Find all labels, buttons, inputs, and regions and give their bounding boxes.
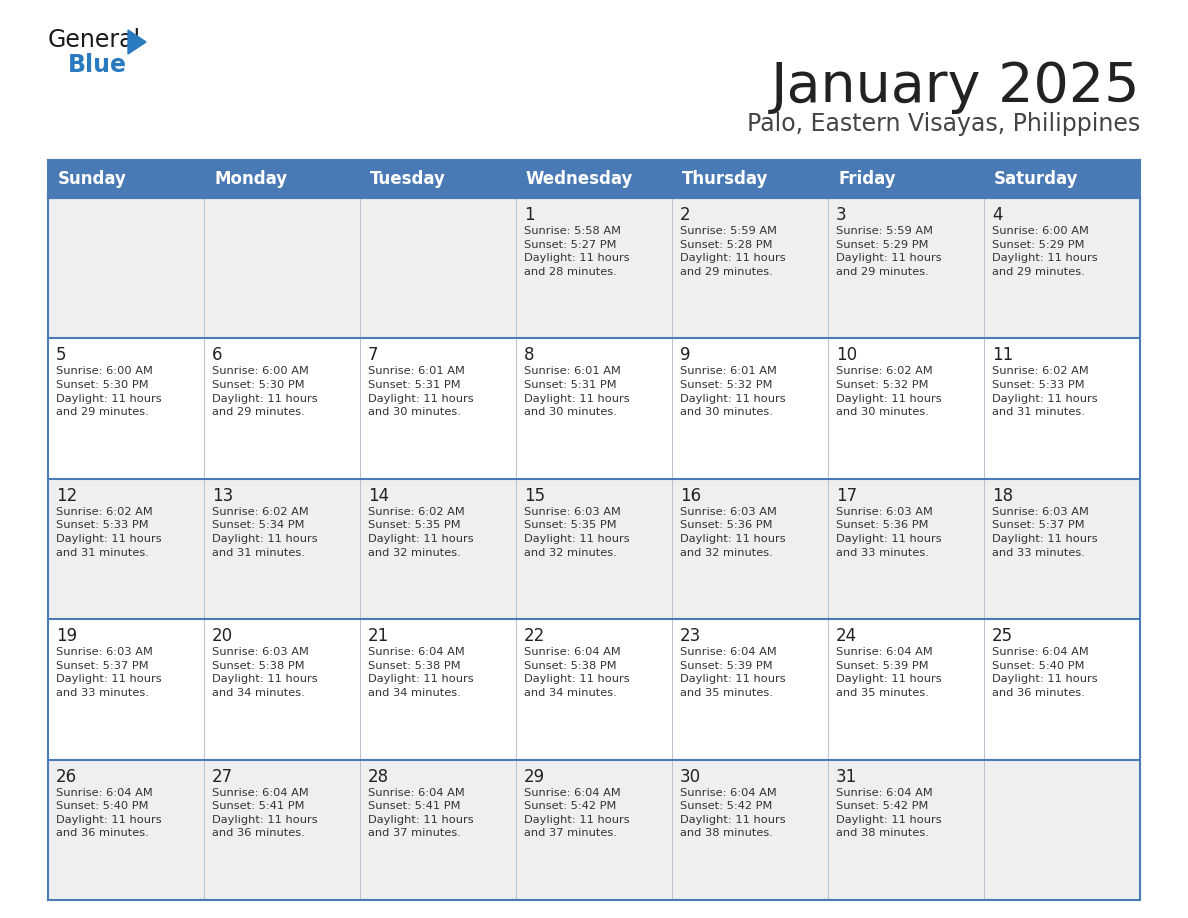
Text: 1: 1 (524, 206, 535, 224)
Text: 22: 22 (524, 627, 545, 645)
Text: Sunrise: 6:04 AM
Sunset: 5:42 PM
Daylight: 11 hours
and 38 minutes.: Sunrise: 6:04 AM Sunset: 5:42 PM Dayligh… (836, 788, 942, 838)
Text: 12: 12 (56, 487, 77, 505)
Text: Saturday: Saturday (994, 170, 1079, 188)
Bar (48, 198, 1140, 339)
Text: Sunrise: 6:01 AM
Sunset: 5:32 PM
Daylight: 11 hours
and 30 minutes.: Sunrise: 6:01 AM Sunset: 5:32 PM Dayligh… (680, 366, 785, 417)
Text: Sunrise: 6:04 AM
Sunset: 5:38 PM
Daylight: 11 hours
and 34 minutes.: Sunrise: 6:04 AM Sunset: 5:38 PM Dayligh… (524, 647, 630, 698)
Text: Sunrise: 6:03 AM
Sunset: 5:36 PM
Daylight: 11 hours
and 32 minutes.: Sunrise: 6:03 AM Sunset: 5:36 PM Dayligh… (680, 507, 785, 557)
Text: Sunrise: 5:59 AM
Sunset: 5:29 PM
Daylight: 11 hours
and 29 minutes.: Sunrise: 5:59 AM Sunset: 5:29 PM Dayligh… (836, 226, 942, 277)
Text: Sunrise: 5:58 AM
Sunset: 5:27 PM
Daylight: 11 hours
and 28 minutes.: Sunrise: 5:58 AM Sunset: 5:27 PM Dayligh… (524, 226, 630, 277)
Text: Sunrise: 6:04 AM
Sunset: 5:39 PM
Daylight: 11 hours
and 35 minutes.: Sunrise: 6:04 AM Sunset: 5:39 PM Dayligh… (680, 647, 785, 698)
Text: 29: 29 (524, 767, 545, 786)
Bar (48, 620, 1140, 759)
Text: Sunrise: 6:01 AM
Sunset: 5:31 PM
Daylight: 11 hours
and 30 minutes.: Sunrise: 6:01 AM Sunset: 5:31 PM Dayligh… (524, 366, 630, 417)
Text: 2: 2 (680, 206, 690, 224)
Text: Thursday: Thursday (682, 170, 769, 188)
Text: Sunrise: 6:02 AM
Sunset: 5:35 PM
Daylight: 11 hours
and 32 minutes.: Sunrise: 6:02 AM Sunset: 5:35 PM Dayligh… (368, 507, 474, 557)
Text: Sunrise: 6:04 AM
Sunset: 5:42 PM
Daylight: 11 hours
and 37 minutes.: Sunrise: 6:04 AM Sunset: 5:42 PM Dayligh… (524, 788, 630, 838)
Text: 18: 18 (992, 487, 1013, 505)
Bar (48, 479, 1140, 620)
Text: 4: 4 (992, 206, 1003, 224)
Text: Sunrise: 6:04 AM
Sunset: 5:41 PM
Daylight: 11 hours
and 36 minutes.: Sunrise: 6:04 AM Sunset: 5:41 PM Dayligh… (211, 788, 317, 838)
Text: 10: 10 (836, 346, 857, 364)
Text: 3: 3 (836, 206, 847, 224)
Text: 17: 17 (836, 487, 857, 505)
Text: 20: 20 (211, 627, 233, 645)
Bar (48, 339, 1140, 479)
Text: 23: 23 (680, 627, 701, 645)
Text: Sunrise: 6:04 AM
Sunset: 5:41 PM
Daylight: 11 hours
and 37 minutes.: Sunrise: 6:04 AM Sunset: 5:41 PM Dayligh… (368, 788, 474, 838)
Text: 9: 9 (680, 346, 690, 364)
Text: Palo, Eastern Visayas, Philippines: Palo, Eastern Visayas, Philippines (747, 112, 1140, 136)
Text: Sunrise: 6:03 AM
Sunset: 5:38 PM
Daylight: 11 hours
and 34 minutes.: Sunrise: 6:03 AM Sunset: 5:38 PM Dayligh… (211, 647, 317, 698)
Text: Sunrise: 6:04 AM
Sunset: 5:40 PM
Daylight: 11 hours
and 36 minutes.: Sunrise: 6:04 AM Sunset: 5:40 PM Dayligh… (992, 647, 1098, 698)
Text: 30: 30 (680, 767, 701, 786)
Text: Sunrise: 5:59 AM
Sunset: 5:28 PM
Daylight: 11 hours
and 29 minutes.: Sunrise: 5:59 AM Sunset: 5:28 PM Dayligh… (680, 226, 785, 277)
Bar (516, 160, 672, 198)
Text: Sunrise: 6:04 AM
Sunset: 5:40 PM
Daylight: 11 hours
and 36 minutes.: Sunrise: 6:04 AM Sunset: 5:40 PM Dayligh… (56, 788, 162, 838)
Text: 25: 25 (992, 627, 1013, 645)
Text: Sunrise: 6:01 AM
Sunset: 5:31 PM
Daylight: 11 hours
and 30 minutes.: Sunrise: 6:01 AM Sunset: 5:31 PM Dayligh… (368, 366, 474, 417)
Text: 5: 5 (56, 346, 67, 364)
Text: January 2025: January 2025 (771, 60, 1140, 114)
Text: 11: 11 (992, 346, 1013, 364)
Text: Sunrise: 6:04 AM
Sunset: 5:42 PM
Daylight: 11 hours
and 38 minutes.: Sunrise: 6:04 AM Sunset: 5:42 PM Dayligh… (680, 788, 785, 838)
Bar (984, 160, 1140, 198)
Text: Monday: Monday (214, 170, 287, 188)
Text: Friday: Friday (838, 170, 896, 188)
Text: Sunrise: 6:03 AM
Sunset: 5:36 PM
Daylight: 11 hours
and 33 minutes.: Sunrise: 6:03 AM Sunset: 5:36 PM Dayligh… (836, 507, 942, 557)
Text: 14: 14 (368, 487, 390, 505)
Text: 26: 26 (56, 767, 77, 786)
Text: Sunrise: 6:00 AM
Sunset: 5:30 PM
Daylight: 11 hours
and 29 minutes.: Sunrise: 6:00 AM Sunset: 5:30 PM Dayligh… (211, 366, 317, 417)
Text: 21: 21 (368, 627, 390, 645)
Text: 13: 13 (211, 487, 233, 505)
Text: General: General (48, 28, 141, 52)
Text: Sunrise: 6:04 AM
Sunset: 5:38 PM
Daylight: 11 hours
and 34 minutes.: Sunrise: 6:04 AM Sunset: 5:38 PM Dayligh… (368, 647, 474, 698)
Bar (828, 160, 984, 198)
Text: Sunrise: 6:02 AM
Sunset: 5:34 PM
Daylight: 11 hours
and 31 minutes.: Sunrise: 6:02 AM Sunset: 5:34 PM Dayligh… (211, 507, 317, 557)
Text: Sunrise: 6:00 AM
Sunset: 5:30 PM
Daylight: 11 hours
and 29 minutes.: Sunrise: 6:00 AM Sunset: 5:30 PM Dayligh… (56, 366, 162, 417)
Bar (204, 160, 360, 198)
Bar (360, 160, 516, 198)
Text: Sunrise: 6:02 AM
Sunset: 5:32 PM
Daylight: 11 hours
and 30 minutes.: Sunrise: 6:02 AM Sunset: 5:32 PM Dayligh… (836, 366, 942, 417)
Text: 15: 15 (524, 487, 545, 505)
Text: Tuesday: Tuesday (369, 170, 446, 188)
Text: Sunrise: 6:04 AM
Sunset: 5:39 PM
Daylight: 11 hours
and 35 minutes.: Sunrise: 6:04 AM Sunset: 5:39 PM Dayligh… (836, 647, 942, 698)
Text: 24: 24 (836, 627, 857, 645)
Text: Sunrise: 6:00 AM
Sunset: 5:29 PM
Daylight: 11 hours
and 29 minutes.: Sunrise: 6:00 AM Sunset: 5:29 PM Dayligh… (992, 226, 1098, 277)
Text: Sunrise: 6:02 AM
Sunset: 5:33 PM
Daylight: 11 hours
and 31 minutes.: Sunrise: 6:02 AM Sunset: 5:33 PM Dayligh… (992, 366, 1098, 417)
Text: Wednesday: Wednesday (526, 170, 633, 188)
Text: 27: 27 (211, 767, 233, 786)
Text: Sunrise: 6:03 AM
Sunset: 5:37 PM
Daylight: 11 hours
and 33 minutes.: Sunrise: 6:03 AM Sunset: 5:37 PM Dayligh… (992, 507, 1098, 557)
Bar (48, 759, 1140, 900)
Polygon shape (128, 30, 146, 54)
Text: 7: 7 (368, 346, 379, 364)
Text: Sunday: Sunday (58, 170, 127, 188)
Text: Blue: Blue (68, 53, 127, 77)
Text: Sunrise: 6:03 AM
Sunset: 5:35 PM
Daylight: 11 hours
and 32 minutes.: Sunrise: 6:03 AM Sunset: 5:35 PM Dayligh… (524, 507, 630, 557)
Text: 6: 6 (211, 346, 222, 364)
Text: 28: 28 (368, 767, 390, 786)
Text: 19: 19 (56, 627, 77, 645)
Text: 8: 8 (524, 346, 535, 364)
Text: 31: 31 (836, 767, 858, 786)
Bar (48, 160, 204, 198)
Text: 16: 16 (680, 487, 701, 505)
Text: Sunrise: 6:03 AM
Sunset: 5:37 PM
Daylight: 11 hours
and 33 minutes.: Sunrise: 6:03 AM Sunset: 5:37 PM Dayligh… (56, 647, 162, 698)
Text: Sunrise: 6:02 AM
Sunset: 5:33 PM
Daylight: 11 hours
and 31 minutes.: Sunrise: 6:02 AM Sunset: 5:33 PM Dayligh… (56, 507, 162, 557)
Bar (672, 160, 828, 198)
